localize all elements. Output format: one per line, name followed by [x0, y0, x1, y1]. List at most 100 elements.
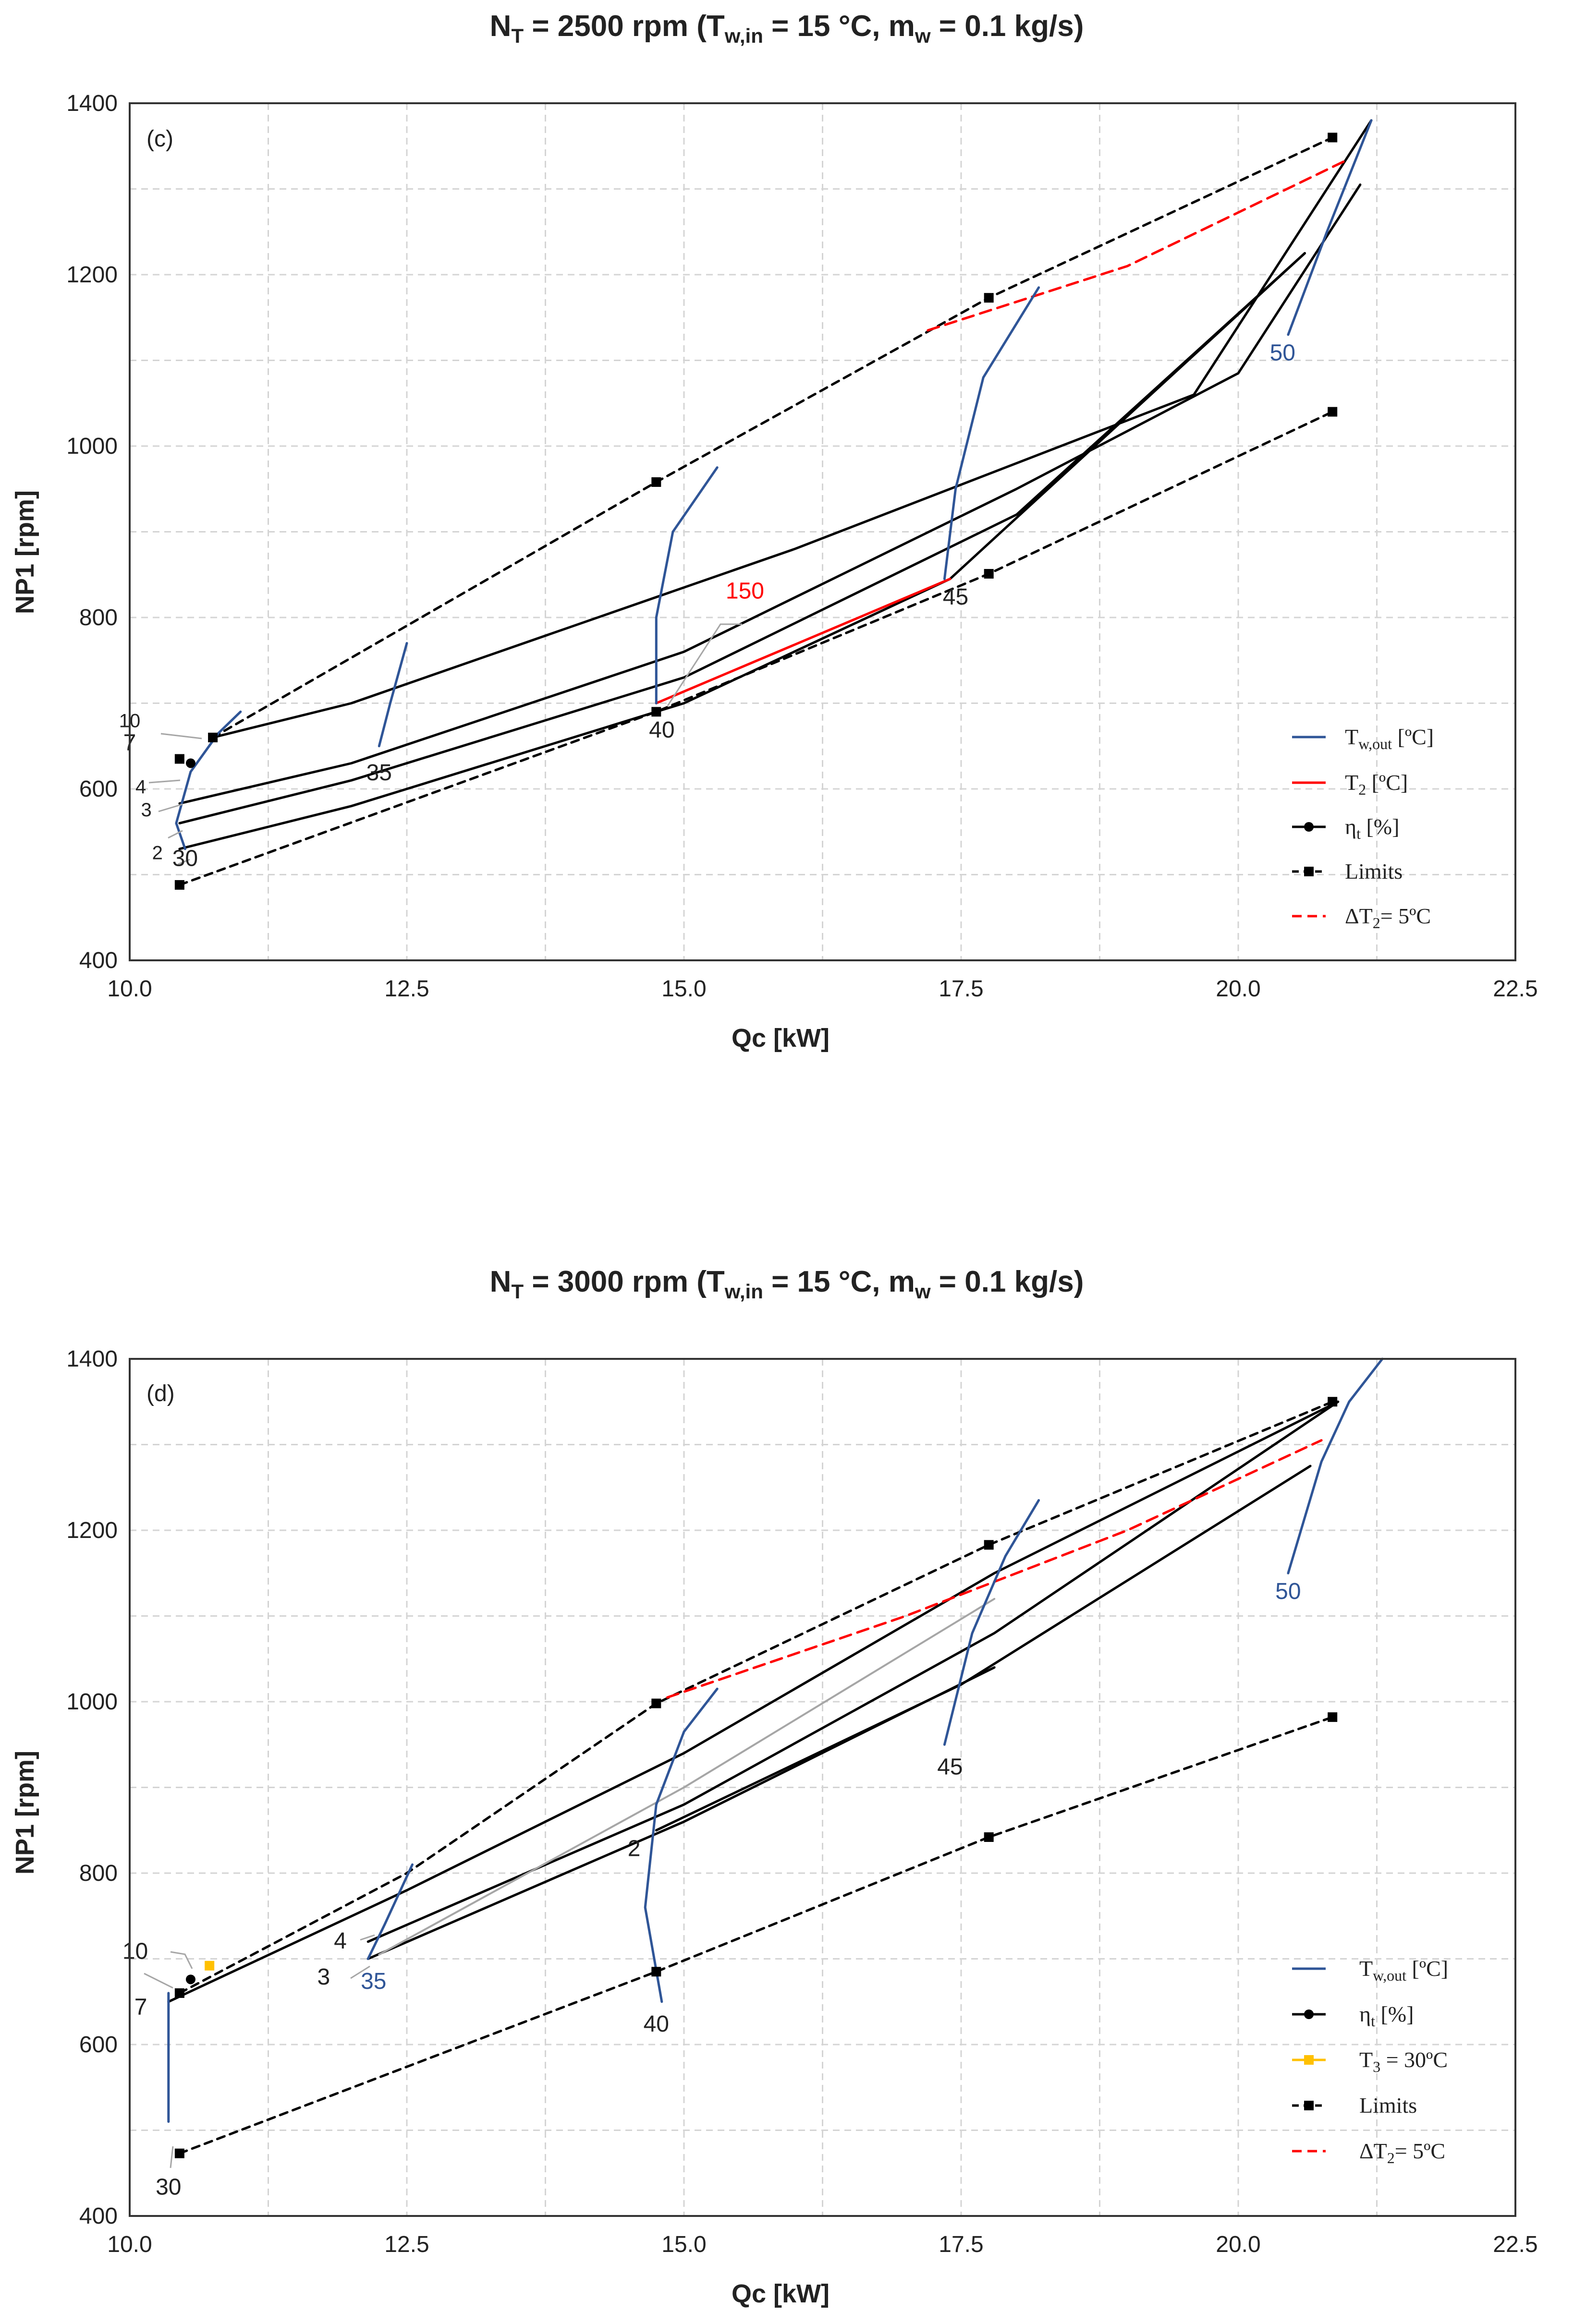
x-tick-label: 20.0 [1216, 976, 1260, 1002]
series-eta_3 [178, 252, 1306, 824]
legend-d-limits-marker [1304, 2101, 1314, 2110]
chart-d-markers [174, 1397, 1338, 2158]
y-tick-label: 1400 [66, 91, 118, 116]
series-eta_10 [167, 1400, 1340, 2003]
chart-c: NT = 2500 rpm (Tw,in = 15 °C, mw = 0.1 k… [11, 10, 1538, 1053]
curve-label-30: 30 [172, 846, 198, 872]
curve-label-3: 3 [317, 1964, 330, 1990]
chart-c-panel-label: (c) [146, 126, 173, 152]
chart-d-curve-labels: 30 35 40 45 50 2 10 7 43 [122, 1579, 1301, 2200]
legend-c-eta-marker [1304, 822, 1314, 832]
chart-c-gridlines [130, 103, 1515, 960]
chart-d-gridlines [130, 1359, 1515, 2216]
marker-limit-1 [174, 754, 184, 764]
series-eta_2 [178, 252, 1306, 850]
marker-limit-0 [174, 1988, 184, 1998]
series-eta_2 [655, 1465, 1312, 1832]
curve-label-35: 35 [361, 1969, 386, 1994]
legend-d-t3-marker [1304, 2055, 1314, 2065]
series-tw_50 [1287, 119, 1373, 336]
chart-c-plot-frame [129, 102, 1516, 961]
legend-d-eta-marker [1304, 2009, 1314, 2019]
chart-c-legend: Tw,out [ºC] T2 [ºC] ηt [%] Limits ΔT2= 5… [1292, 725, 1434, 932]
curve-label-7: 7 [134, 1995, 147, 2020]
chart-d: NT = 3000 rpm (Tw,in = 15 °C, mw = 0.1 k… [11, 1265, 1538, 2308]
curve-label-40: 40 [644, 2011, 669, 2037]
x-tick-label: 17.5 [939, 976, 983, 1002]
curve-label-45: 45 [943, 584, 968, 610]
marker-limit-8 [984, 1832, 994, 1842]
leader-d-7 [144, 1973, 173, 1989]
series-tw_45 [943, 286, 1040, 581]
series-limit_upper [211, 136, 1334, 739]
y-tick-label: 1400 [66, 1346, 118, 1372]
series-tw_50 [1287, 1357, 1384, 1574]
series-eta_3 [366, 1666, 996, 1960]
y-tick-label: 800 [79, 605, 118, 630]
chart-c-title: NT = 2500 rpm (Tw,in = 15 °C, mw = 0.1 k… [490, 10, 1084, 47]
marker-limit-4 [984, 293, 994, 303]
y-tick-label: 1200 [66, 262, 118, 288]
x-tick-label: 15.0 [661, 976, 706, 1002]
chart-d-plot-frame [129, 1358, 1516, 2217]
marker-limit-6 [174, 880, 184, 890]
x-tick-label: 17.5 [939, 2232, 983, 2257]
x-tick-label: 15.0 [661, 2232, 706, 2257]
curve-label-10: 10 [122, 1939, 148, 1964]
series-tw_40 [644, 1687, 719, 2003]
marker-eta-1 [185, 1974, 195, 1985]
chart-c-leader-lines [148, 623, 742, 865]
series-tw_40 [655, 466, 719, 704]
chart-d-y-axis-label: NP1 [rpm] [11, 1751, 39, 1875]
y-tick-label: 400 [79, 2203, 118, 2229]
y-tick-label: 1000 [66, 434, 118, 459]
marker-limit-9 [1328, 1712, 1338, 1722]
marker-limit-8 [984, 569, 994, 579]
chart-d-legend: Tw,out [ºC] ηt [%] T3 = 30ºC Limits ΔT2=… [1292, 1956, 1448, 2167]
curve-label-35: 35 [366, 760, 392, 786]
legend-d-dt2-label: ΔT2= 5ºC [1359, 2139, 1445, 2167]
series-limit_lower [178, 1716, 1334, 2155]
y-tick-label: 400 [79, 948, 118, 973]
leader-2 [177, 859, 190, 865]
curve-label-4: 4 [334, 1928, 347, 1954]
marker-limit-0 [208, 732, 218, 742]
legend-c-tw-label: Tw,out [ºC] [1345, 725, 1434, 752]
curve-label-150: 150 [726, 579, 764, 604]
curve-label-40: 40 [649, 717, 674, 743]
curve-label-45: 45 [937, 1755, 963, 1780]
leader-d-3 [350, 1965, 370, 1979]
curve-label-50: 50 [1275, 1579, 1301, 1604]
curve-label-50: 50 [1270, 340, 1295, 366]
leader-10 [160, 733, 202, 739]
series-tw_45 [943, 1499, 1040, 1746]
chart-c-tick-labels: 10.0 12.5 15.0 17.5 20.0 22.5 400 600 800 1000 120… [66, 91, 1537, 1002]
curve-label-3: 3 [141, 799, 151, 821]
x-tick-label: 20.0 [1216, 2232, 1260, 2257]
legend-c-limits-label: Limits [1345, 859, 1403, 884]
marker-limit-4 [984, 1540, 994, 1550]
legend-d-eta-label: ηt [%] [1359, 2002, 1414, 2030]
marker-eta-2 [185, 758, 195, 768]
y-tick-label: 1200 [66, 1518, 118, 1543]
legend-c-eta-label: ηt [%] [1345, 814, 1399, 842]
legend-d-limits-label: Limits [1359, 2093, 1417, 2118]
chart-d-series [167, 1357, 1384, 2155]
marker-limit-3 [651, 1698, 661, 1708]
series-dt2_5C [666, 1439, 1323, 1699]
leader-d-30 [170, 2146, 174, 2168]
marker-limit-3 [651, 477, 661, 487]
x-tick-label: 10.0 [107, 976, 152, 1002]
chart-c-series [175, 119, 1373, 886]
chart-d-title: NT = 3000 rpm (Tw,in = 15 °C, mw = 0.1 k… [490, 1265, 1084, 1303]
curve-label-30: 30 [156, 2174, 181, 2200]
series-dt2_5C [927, 157, 1351, 332]
marker-limit-6 [174, 2148, 184, 2158]
marker-limit-7 [651, 707, 661, 717]
leader-7 [148, 779, 181, 784]
chart-c-x-axis-label: Qc [kW] [732, 1024, 830, 1053]
x-tick-label: 12.5 [384, 976, 429, 1002]
marker-limit-5 [1328, 133, 1338, 143]
